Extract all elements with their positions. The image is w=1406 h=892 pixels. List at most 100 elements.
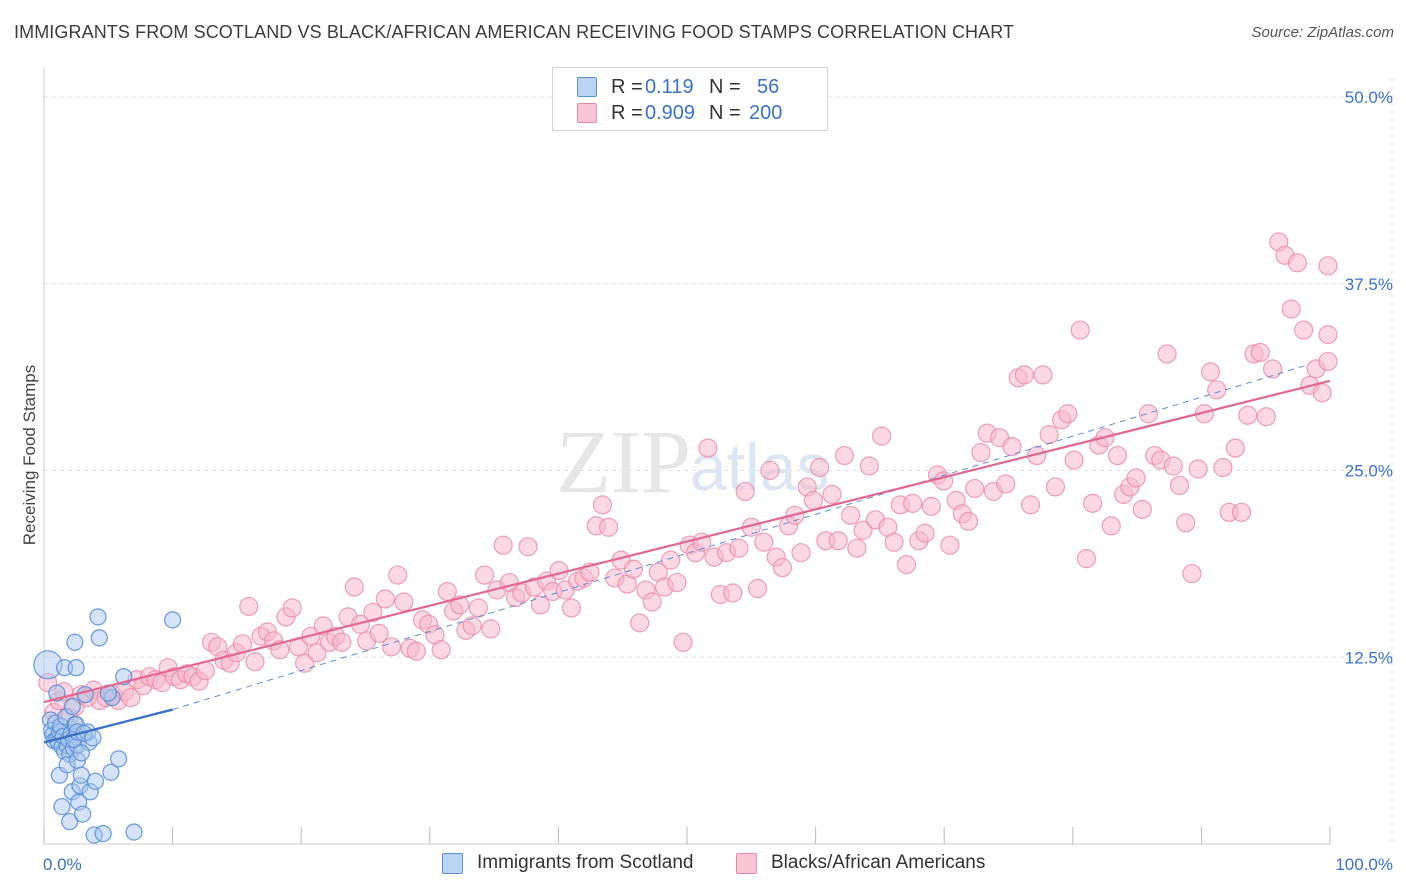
data-point-black — [1070, 320, 1090, 340]
source-credit: Source: ZipAtlas.com — [1251, 24, 1394, 41]
data-point-black — [518, 537, 538, 557]
data-point-black — [729, 538, 749, 558]
data-point-scotland — [125, 823, 143, 841]
data-point-black — [965, 478, 985, 499]
data-point-black — [1225, 438, 1245, 458]
legend-swatch-scotland — [577, 77, 597, 97]
tick-labels: 12.5% 25.0% 37.5% 50.0% 0.0% 100.0% — [43, 88, 1393, 874]
data-point-black — [754, 532, 774, 552]
data-point-black — [1294, 320, 1314, 340]
data-point-black — [549, 560, 569, 581]
data-point-black — [332, 632, 352, 652]
data-point-black — [623, 559, 644, 579]
data-point-black — [121, 687, 141, 708]
chart-title: IMMIGRANTS FROM SCOTLAND VS BLACK/AFRICA… — [14, 22, 1015, 42]
trend-line-scotland — [43, 708, 173, 744]
data-point-black — [1231, 502, 1252, 522]
data-point-black — [344, 577, 364, 597]
data-point-black — [431, 640, 451, 660]
data-point-black — [1045, 477, 1066, 497]
data-point-black — [822, 484, 842, 505]
data-point-black — [1318, 256, 1338, 276]
data-point-scotland — [89, 608, 107, 626]
legend-row-scotland: R = 0.119 N = 56 — [577, 74, 779, 100]
legend-item-black: Blacks/African Americans — [736, 852, 985, 874]
data-point-black — [828, 531, 848, 551]
data-point-black — [1188, 459, 1208, 479]
data-point-black — [996, 474, 1016, 494]
data-point-black — [561, 598, 582, 618]
data-point-black — [915, 523, 935, 543]
data-point-black — [642, 592, 662, 612]
data-point-black — [1020, 495, 1041, 515]
y-tick-label: 12.5% — [1345, 648, 1393, 667]
data-point-scotland — [90, 629, 108, 647]
data-point-black — [1126, 468, 1146, 488]
legend-swatch-scotland — [442, 852, 463, 874]
data-point-black — [1200, 362, 1221, 382]
data-point-black — [1033, 365, 1053, 385]
data-point-scotland — [61, 812, 79, 831]
data-point-black — [363, 602, 383, 623]
legend-n-label: N = — [709, 101, 741, 124]
data-point-black — [1083, 493, 1103, 513]
data-point-black — [896, 555, 917, 575]
correlation-legend: R = 0.119 N = 56 R = 0.909 N = 200 — [552, 67, 828, 131]
data-point-black — [295, 653, 315, 673]
series-black-points — [38, 232, 1338, 727]
data-point-black — [394, 592, 414, 612]
data-point-black — [661, 550, 681, 570]
data-point-black — [530, 595, 550, 615]
trend-dashed-extension — [172, 365, 1305, 711]
legend-row-black: R = 0.909 N = 200 — [577, 100, 782, 126]
trend-line-black — [43, 379, 1331, 704]
data-point-black — [592, 495, 613, 515]
x-tick-label: 100.0% — [1335, 855, 1393, 874]
legend-label-scotland: Immigrants from Scotland — [477, 852, 694, 873]
y-tick-label: 25.0% — [1345, 462, 1393, 481]
data-point-black — [853, 520, 873, 540]
data-point-black — [772, 558, 792, 578]
legend-r-value: 0.909 — [645, 101, 696, 124]
data-point-black — [1256, 407, 1276, 427]
data-point-black — [1138, 404, 1159, 424]
data-point-black — [599, 517, 619, 537]
data-point-black — [791, 543, 811, 563]
data-point-black — [1002, 436, 1022, 457]
data-point-black — [375, 589, 395, 609]
data-point-scotland — [109, 750, 128, 768]
data-point-black — [1318, 351, 1338, 372]
data-point-black — [381, 637, 402, 657]
legend-n-label: N = — [709, 75, 741, 98]
y-tick-label: 50.0% — [1345, 88, 1393, 107]
data-point-black — [1163, 456, 1183, 476]
data-point-black — [1076, 549, 1097, 569]
legend-n-value: 56 — [757, 75, 780, 98]
data-point-scotland — [72, 744, 90, 762]
data-point-black — [1312, 383, 1332, 403]
data-point-black — [903, 493, 923, 513]
data-point-black — [1176, 513, 1196, 533]
data-point-black — [940, 535, 960, 555]
data-point-black — [493, 535, 513, 555]
data-point-black — [1064, 450, 1084, 470]
data-point-scotland — [63, 697, 81, 716]
data-point-black — [841, 505, 861, 525]
data-point-black — [462, 616, 482, 636]
data-point-black — [1101, 516, 1121, 536]
x-tick-label: 0.0% — [43, 855, 82, 874]
data-point-black — [958, 511, 979, 531]
data-point-black — [239, 596, 259, 617]
watermark-zip: ZIP — [556, 413, 691, 512]
data-point-black — [859, 456, 879, 476]
data-point-black — [1039, 425, 1059, 445]
legend-n-value: 200 — [749, 101, 783, 124]
data-point-black — [481, 619, 501, 639]
data-point-black — [667, 572, 687, 593]
data-point-black — [1132, 499, 1152, 519]
data-point-black — [698, 438, 718, 458]
data-point-black — [810, 457, 830, 478]
data-point-black — [760, 460, 780, 481]
data-point-black — [630, 613, 650, 633]
legend-swatch-black — [577, 103, 597, 123]
